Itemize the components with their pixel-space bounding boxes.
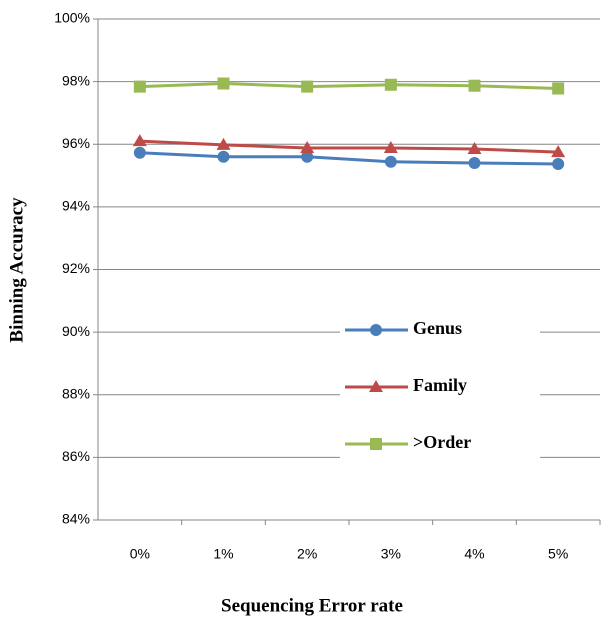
- legend-label: Genus: [413, 318, 462, 338]
- y-axis-title: Binning Accuracy: [6, 197, 27, 343]
- marker: [468, 79, 481, 92]
- series-line: [139, 151, 559, 166]
- y-tick-label: 94%: [62, 198, 90, 214]
- marker: [133, 146, 146, 159]
- marker: [552, 82, 565, 95]
- y-tick-label: 88%: [62, 385, 90, 401]
- marker: [217, 77, 230, 90]
- legend-label: Family: [413, 375, 467, 395]
- x-axis-title: Sequencing Error rate: [221, 595, 403, 616]
- marker: [216, 137, 231, 150]
- marker: [300, 141, 315, 154]
- x-tick-label: 1%: [213, 546, 233, 562]
- x-tick-label: 2%: [297, 546, 317, 562]
- series-line: [139, 139, 559, 154]
- x-tick-label: 3%: [381, 546, 401, 562]
- y-tick-label: 92%: [62, 260, 90, 276]
- x-tick-label: 4%: [464, 546, 484, 562]
- marker: [301, 150, 314, 163]
- marker: [384, 78, 397, 91]
- marker: [551, 145, 566, 158]
- legend-marker: [370, 324, 382, 336]
- legend-marker: [369, 380, 383, 392]
- marker: [383, 141, 398, 154]
- x-tick-label: 5%: [548, 546, 568, 562]
- marker: [552, 157, 565, 170]
- marker: [217, 150, 230, 163]
- y-tick-label: 96%: [62, 135, 90, 151]
- series-line: [139, 82, 559, 91]
- marker: [133, 80, 146, 93]
- y-tick-label: 90%: [62, 323, 90, 339]
- y-tick-label: 84%: [62, 511, 90, 527]
- marker: [468, 157, 481, 170]
- marker: [132, 134, 147, 147]
- legend-marker: [370, 438, 382, 450]
- y-tick-label: 100%: [54, 10, 90, 26]
- marker: [384, 155, 397, 168]
- y-tick-label: 98%: [62, 72, 90, 88]
- marker: [467, 141, 482, 154]
- y-tick-label: 86%: [62, 448, 90, 464]
- marker: [301, 80, 314, 93]
- legend-label: >Order: [413, 432, 471, 452]
- x-tick-label: 0%: [130, 546, 150, 562]
